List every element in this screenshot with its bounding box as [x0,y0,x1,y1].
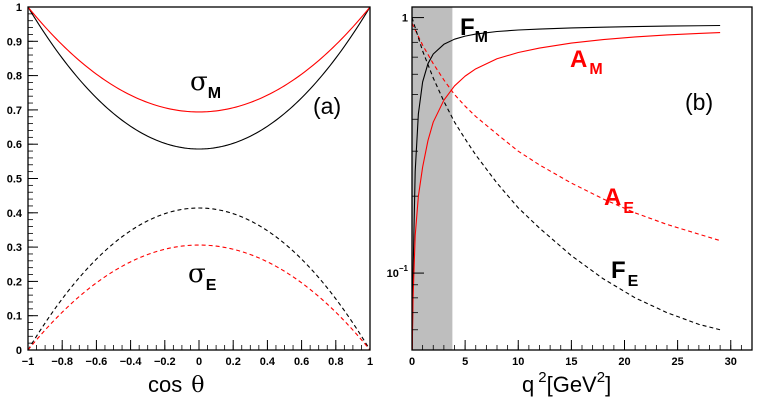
panel-a-ticks: −1 −0.8 −0.6 −0.4 −0.2 0 0.2 0.4 0.6 0.8 1 0 0.1 0.2 0… [7,2,373,368]
panel-a-y-tick-label: 0.1 [7,311,22,323]
panel-a: −1 −0.8 −0.6 −0.4 −0.2 0 0.2 0.4 0.6 0.8 1 0 0.1 0.2 0… [7,2,373,398]
panel-b-x-tick-label: 10 [512,356,524,368]
panel-a-y-tick-label: 0.7 [7,105,22,117]
panel-a-y-tick-label: 0.6 [7,139,22,151]
panel-b-y-tick-label: 1 [402,13,408,25]
ae-line [411,23,721,242]
panel-a-x-tick-label: −0.6 [86,356,108,368]
panel-b-x-tick-label: 0 [409,356,415,368]
panel-b-x-tick-label: 25 [672,356,684,368]
panel-a-x-tick-label: 0.2 [226,356,241,368]
panel-a-x-tick-label: 1 [367,356,373,368]
panel-a-x-tick-label: −1 [22,356,35,368]
panel-a-x-tick-label: −0.2 [154,356,176,368]
sigma-e-label: σE [188,259,217,294]
am-line [411,31,721,351]
panel-a-y-tick-label: 0.2 [7,276,22,288]
fm-line [411,24,721,351]
panel-b-x-axis-title: q 2[GeV2] [522,369,611,397]
panel-b-x-tick-label: 5 [462,356,468,368]
sigma-m-label: σM [190,67,221,102]
panel-a-x-tick-label: 0.6 [294,356,309,368]
panel-a-x-tick-label: 0.4 [260,356,276,368]
panel-a-curves [27,6,371,351]
panel-a-y-tick-label: 0.8 [7,71,22,83]
panel-a-frame [27,6,371,351]
panel-a-y-tick-label: 0.3 [7,242,22,254]
panel-b-x-tick-label: 20 [618,356,630,368]
panel-b-x-tick-label: 15 [565,356,577,368]
panel-a-y-tick-label: 0 [16,345,22,357]
panel-a-x-tick-label: 0.8 [328,356,343,368]
panel-a-y-tick-label: 0.5 [7,174,22,186]
fe-line [411,17,721,331]
panel-a-tag: (a) [313,93,341,119]
panel-a-x-axis-title: cos θ [148,372,205,398]
panel-b-y-tick-label: 10−1 [387,264,409,280]
panel-b-x-tick-label: 30 [725,356,737,368]
panel-a-y-tick-label: 1 [16,2,22,14]
panel-a-x-tick-label: 0 [196,356,202,368]
sigma-m-red-line [27,6,371,113]
panel-a-y-tick-label: 0.4 [7,208,23,220]
fm-label: FM [460,14,488,46]
panel-a-x-tick-label: −0.4 [120,356,143,368]
panel-b-tag: (b) [685,89,713,115]
panel-a-x-tick-label: −0.8 [51,356,73,368]
panel-b-ticks: 0 5 10 15 20 25 30 1 10−1 [387,13,753,368]
sigma-e-total-line [27,207,371,351]
panel-b-shaded-region [412,7,453,350]
panel-b-curves [411,17,721,351]
sigma-m-total-line [27,6,371,150]
panel-a-y-tick-label: 0.9 [7,36,22,48]
